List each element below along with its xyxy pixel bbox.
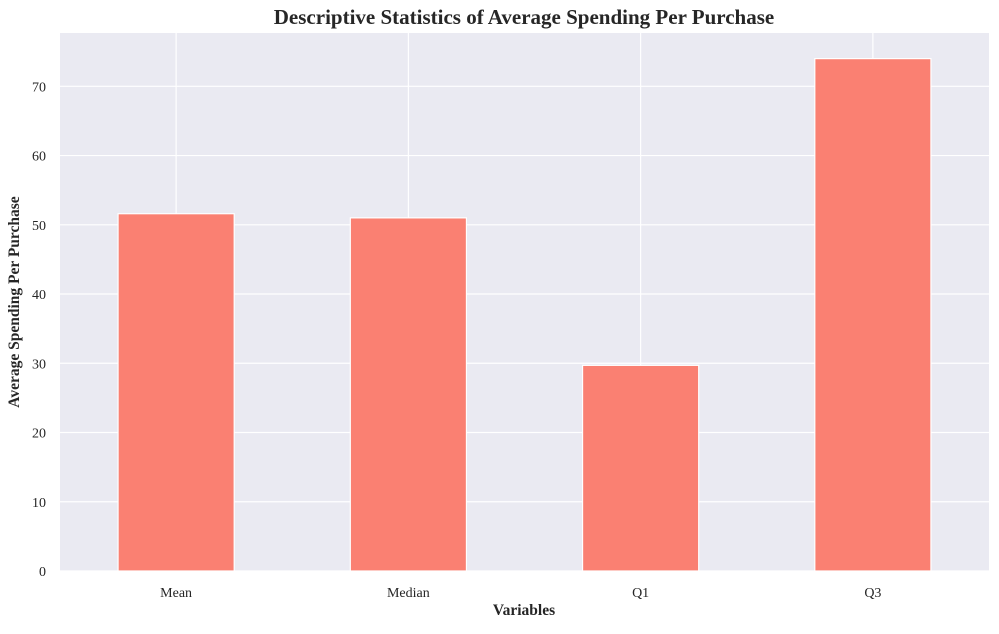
y-axis-ticks: 0 10 20 30 40 50 60 70 [32, 80, 46, 580]
y-tick-label: 20 [32, 427, 46, 442]
bars [117, 58, 932, 572]
y-tick-label: 40 [32, 288, 46, 303]
y-tick-label: 70 [32, 80, 46, 95]
x-tick-label: Q1 [632, 586, 649, 601]
x-axis-ticks: Mean Median Q1 Q3 [160, 586, 881, 601]
x-tick-label: Mean [160, 586, 192, 601]
x-axis-label: Variables [493, 602, 555, 619]
bar-q3 [814, 58, 932, 572]
y-tick-label: 10 [32, 496, 46, 511]
y-tick-label: 60 [32, 150, 46, 165]
bar-median [349, 217, 468, 572]
x-tick-label: Median [387, 586, 430, 601]
bar-q1 [581, 364, 700, 572]
y-tick-label: 0 [39, 565, 46, 580]
y-tick-label: 30 [32, 357, 46, 372]
x-tick-label: Q3 [864, 586, 881, 601]
y-tick-label: 50 [32, 219, 46, 234]
y-axis-label: Average Spending Per Purchase [6, 196, 23, 408]
chart-title: Descriptive Statistics of Average Spendi… [274, 5, 774, 29]
bar-mean [117, 213, 235, 572]
